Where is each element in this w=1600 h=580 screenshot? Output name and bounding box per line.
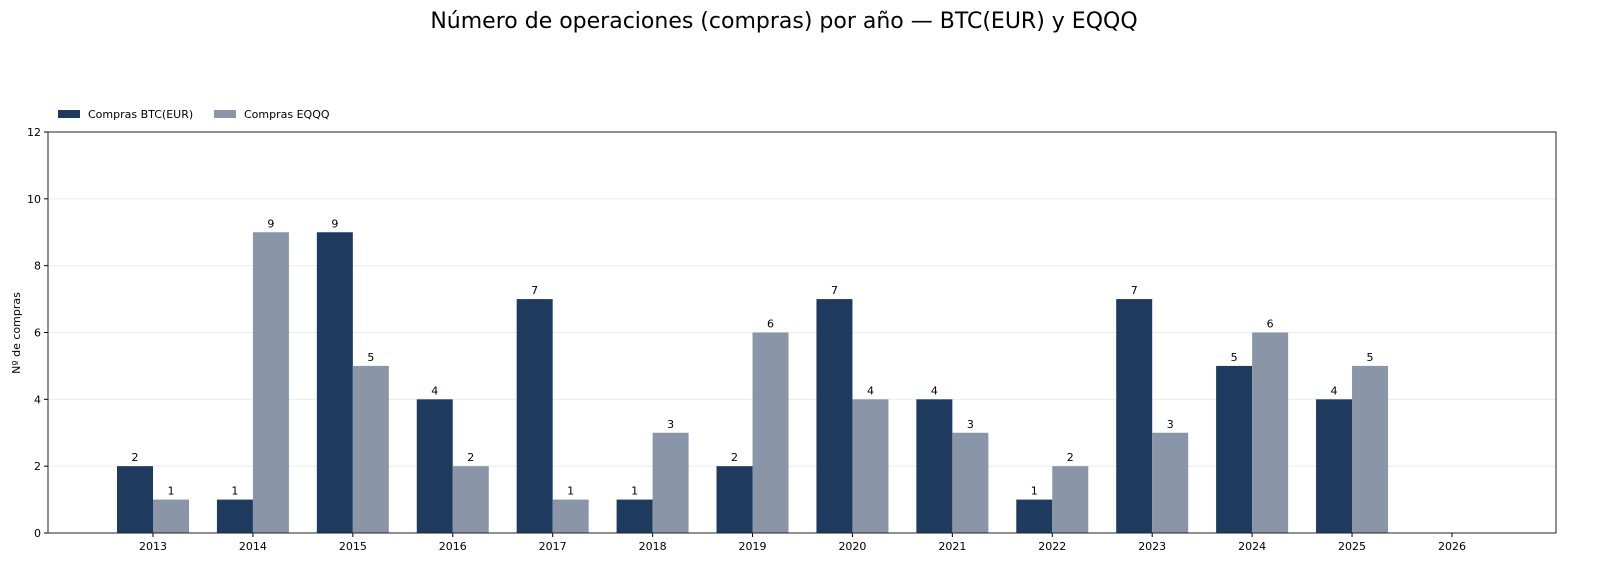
legend-swatch bbox=[58, 110, 80, 118]
bar-eqqq bbox=[352, 365, 389, 533]
legend: Compras BTC(EUR) Compras EQQQ bbox=[58, 108, 330, 121]
x-tick-label: 2014 bbox=[239, 540, 267, 553]
bar-btc bbox=[816, 299, 853, 533]
y-tick-label: 8 bbox=[34, 260, 41, 273]
bar-btc bbox=[117, 466, 153, 533]
y-tick-label: 2 bbox=[34, 460, 41, 473]
data-label: 4 bbox=[931, 384, 938, 397]
data-label: 1 bbox=[231, 485, 238, 498]
x-tick-label: 2025 bbox=[1338, 540, 1366, 553]
y-tick-label: 10 bbox=[27, 193, 41, 206]
plot-frame bbox=[47, 131, 1557, 534]
y-tick-label: 4 bbox=[34, 393, 41, 406]
bar-btc bbox=[1016, 499, 1053, 533]
bar-eqqq bbox=[452, 466, 489, 533]
data-label: 3 bbox=[967, 418, 974, 431]
data-label: 9 bbox=[331, 217, 338, 230]
bar-btc bbox=[1116, 299, 1153, 533]
x-tick-label: 2024 bbox=[1238, 540, 1266, 553]
x-tick-label: 2022 bbox=[1038, 540, 1066, 553]
bar-btc bbox=[416, 399, 453, 533]
bar-eqqq bbox=[1052, 466, 1089, 533]
data-label: 6 bbox=[1267, 318, 1274, 331]
x-tick-label: 2018 bbox=[639, 540, 667, 553]
bar-btc bbox=[216, 499, 253, 533]
legend-swatch bbox=[214, 110, 236, 118]
data-label: 5 bbox=[1367, 351, 1374, 364]
bar-eqqq bbox=[1252, 332, 1289, 533]
bar-eqqq bbox=[1152, 432, 1189, 533]
bar-eqqq bbox=[552, 499, 589, 533]
x-tick-label: 2026 bbox=[1438, 540, 1466, 553]
data-label: 3 bbox=[1167, 418, 1174, 431]
bar-eqqq bbox=[1352, 365, 1389, 533]
x-tick-label: 2017 bbox=[539, 540, 567, 553]
data-label: 7 bbox=[531, 284, 538, 297]
bar-eqqq bbox=[252, 232, 289, 533]
data-label: 4 bbox=[1331, 384, 1338, 397]
y-tick-label: 0 bbox=[34, 527, 41, 540]
x-tick-label: 2016 bbox=[439, 540, 467, 553]
x-tick-label: 2020 bbox=[838, 540, 866, 553]
data-label: 6 bbox=[767, 318, 774, 331]
bar-btc bbox=[1316, 399, 1353, 533]
bar-btc bbox=[916, 399, 953, 533]
bar-btc bbox=[316, 232, 353, 533]
legend-label: Compras BTC(EUR) bbox=[88, 108, 193, 121]
data-label: 3 bbox=[667, 418, 674, 431]
bar-btc bbox=[1216, 365, 1253, 533]
x-tick-label: 2021 bbox=[938, 540, 966, 553]
bar-eqqq bbox=[153, 499, 189, 533]
bar-eqqq bbox=[852, 399, 889, 533]
x-tick-label: 2023 bbox=[1138, 540, 1166, 553]
data-label: 1 bbox=[567, 485, 574, 498]
bar-btc bbox=[616, 499, 653, 533]
y-tick-label: 12 bbox=[27, 126, 41, 139]
data-label: 7 bbox=[1131, 284, 1138, 297]
data-label: 2 bbox=[467, 451, 474, 464]
bar-btc bbox=[716, 466, 753, 533]
bar-eqqq bbox=[952, 432, 989, 533]
bar-eqqq bbox=[752, 332, 789, 533]
data-label: 5 bbox=[1231, 351, 1238, 364]
data-label: 5 bbox=[367, 351, 374, 364]
x-tick-label: 2015 bbox=[339, 540, 367, 553]
data-label: 9 bbox=[267, 217, 274, 230]
data-label: 7 bbox=[831, 284, 838, 297]
data-label: 1 bbox=[1031, 485, 1038, 498]
bar-eqqq bbox=[652, 432, 689, 533]
data-label: 4 bbox=[431, 384, 438, 397]
bar-btc bbox=[516, 299, 553, 533]
data-label: 1 bbox=[168, 485, 175, 498]
data-label: 2 bbox=[132, 451, 139, 464]
data-label: 2 bbox=[731, 451, 738, 464]
x-tick-label: 2019 bbox=[739, 540, 767, 553]
x-tick-label: 2013 bbox=[139, 540, 167, 553]
data-label: 4 bbox=[867, 384, 874, 397]
chart-title: Número de operaciones (compras) por año … bbox=[430, 9, 1137, 34]
data-label: 2 bbox=[1067, 451, 1074, 464]
y-axis-label: Nº de compras bbox=[10, 292, 23, 374]
y-tick-label: 6 bbox=[34, 327, 41, 340]
legend-label: Compras EQQQ bbox=[244, 108, 330, 121]
data-label: 1 bbox=[631, 485, 638, 498]
